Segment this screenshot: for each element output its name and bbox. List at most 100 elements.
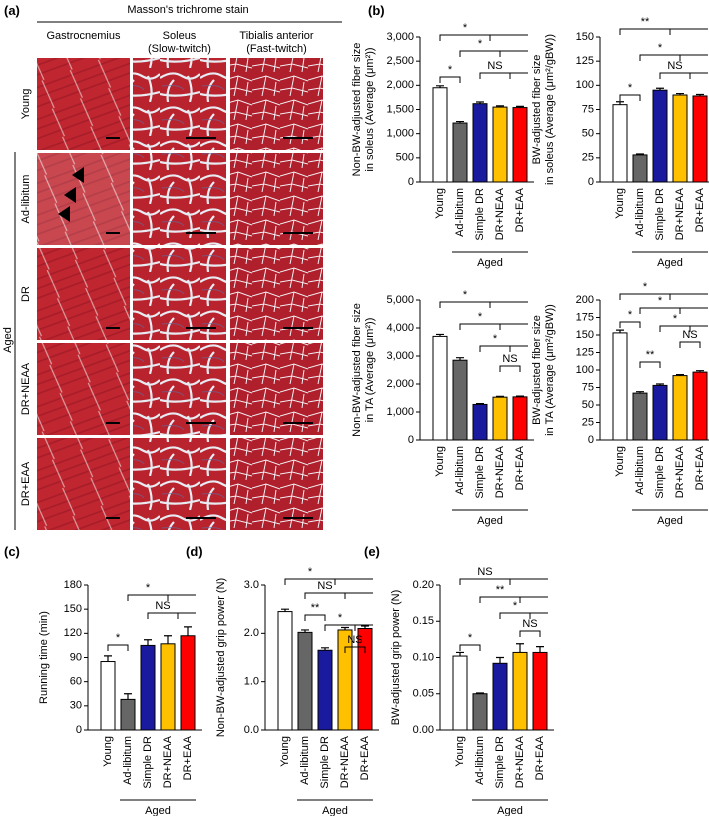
y-tick-label: 2.0 xyxy=(244,627,259,639)
y-axis-label: BW-adjusted fiber size xyxy=(531,55,543,165)
y-tick-label: 3,000 xyxy=(386,350,414,362)
error-bar xyxy=(476,692,484,694)
group-label: Aged xyxy=(657,515,683,527)
bar xyxy=(632,392,648,441)
bar xyxy=(180,635,196,731)
y-tick-label: 75 xyxy=(582,103,594,115)
y-axis-label: BW-adjusted grip power (N) xyxy=(390,590,402,726)
significance-bracket xyxy=(679,341,701,348)
x-tick-label: DR+NEAA xyxy=(494,187,506,240)
significance-label: * xyxy=(448,64,453,76)
bar xyxy=(512,396,528,441)
micrograph xyxy=(133,153,226,245)
significance-label: * xyxy=(338,612,343,624)
bar xyxy=(277,611,293,731)
bar-chart: BW-adjusted fiber size in soleus (Average… xyxy=(531,16,709,269)
y-tick-label: 2,000 xyxy=(386,378,414,390)
significance-label: * xyxy=(643,281,648,293)
bar xyxy=(512,107,528,183)
column-label: Gastrocnemius xyxy=(47,30,121,42)
x-tick-label: DR+EAA xyxy=(514,445,526,490)
bar xyxy=(692,95,708,183)
y-tick-label: 0.10 xyxy=(413,651,434,663)
y-tick-label: 3,000 xyxy=(386,31,414,43)
x-tick-label: DR+NEAA xyxy=(494,445,506,498)
significance-bracket xyxy=(459,323,528,330)
error-bar xyxy=(476,101,484,104)
y-tick-label: 175 xyxy=(576,311,594,323)
error-bar xyxy=(164,635,172,644)
x-tick-label: Ad-libitum xyxy=(299,736,311,785)
significance-label: * xyxy=(468,632,473,644)
significance-label: NS xyxy=(667,60,682,72)
arrowhead xyxy=(72,167,84,183)
arrowhead xyxy=(64,187,76,203)
y-tick-label: 2,500 xyxy=(386,55,414,67)
bar xyxy=(160,643,176,731)
x-tick-label: DR+NEAA xyxy=(674,187,686,240)
error-bar xyxy=(676,92,684,95)
significance-bracket xyxy=(479,596,548,603)
error-bar xyxy=(301,629,309,633)
y-axis-label: in soleus (Average (μm²/gBW)) xyxy=(544,34,556,185)
bar xyxy=(472,103,488,183)
error-bar xyxy=(496,395,504,398)
significance-label: * xyxy=(493,333,498,345)
row-label: DR xyxy=(20,286,32,302)
x-tick-label: DR+NEAA xyxy=(339,735,351,788)
bar xyxy=(512,651,528,731)
bar xyxy=(120,698,136,731)
error-bar xyxy=(496,656,504,664)
x-tick-label: DR+EAA xyxy=(534,735,546,780)
significance-label: NS xyxy=(487,60,502,72)
x-tick-label: Ad-libitum xyxy=(454,446,466,495)
x-tick-label: Ad-libitum xyxy=(634,446,646,495)
significance-bracket xyxy=(639,307,708,314)
y-axis-label: in TA (Average (μm²/gBW)) xyxy=(544,304,556,436)
y-tick-label: 100 xyxy=(576,79,594,91)
significance-label: * xyxy=(478,38,483,50)
y-tick-label: 3.0 xyxy=(244,579,259,591)
micrograph xyxy=(133,343,226,435)
x-tick-label: Simple DR xyxy=(142,736,154,789)
significance-bracket xyxy=(639,361,661,368)
micrograph xyxy=(37,248,130,340)
micrograph xyxy=(37,153,130,245)
significance-label: * xyxy=(463,289,468,301)
significance-label: * xyxy=(658,295,663,307)
y-tick-label: 125 xyxy=(576,55,594,67)
x-tick-label: Young xyxy=(434,188,446,219)
y-tick-label: 1.0 xyxy=(244,676,259,688)
y-tick-label: 150 xyxy=(576,329,594,341)
y-tick-label: 25 xyxy=(582,416,594,428)
y-tick-label: 150 xyxy=(64,603,82,615)
y-tick-label: 0.0 xyxy=(244,724,259,736)
significance-label: * xyxy=(673,313,678,325)
significance-bracket xyxy=(639,54,708,61)
significance-bracket xyxy=(439,76,461,83)
significance-label: * xyxy=(628,309,633,321)
y-tick-label: 0 xyxy=(588,176,594,188)
error-bar xyxy=(656,87,664,91)
significance-bracket xyxy=(499,612,548,619)
bar xyxy=(432,335,448,441)
x-tick-label: Simple DR xyxy=(654,446,666,499)
row-label: Ad-libitum xyxy=(20,175,32,224)
significance-bracket xyxy=(619,321,641,328)
significance-label: * xyxy=(628,82,633,94)
significance-label: ** xyxy=(641,16,650,28)
significance-bracket xyxy=(107,644,129,651)
bar-chart: (c) Running time (min) 0 30 60 90 120 150 180 You… xyxy=(4,544,202,816)
error-bar xyxy=(536,646,544,653)
significance-bracket xyxy=(344,646,366,653)
error-bar xyxy=(456,651,464,657)
significance-bracket xyxy=(459,50,528,57)
x-tick-label: DR+EAA xyxy=(514,187,526,232)
y-axis-label: Non-BW-adjusted fiber size xyxy=(351,303,363,437)
error-bar xyxy=(696,370,704,373)
bar xyxy=(317,649,333,731)
significance-label: ** xyxy=(311,602,320,614)
error-bar xyxy=(476,403,484,405)
bar-chart: BW-adjusted fiber size in TA (Average (μm… xyxy=(531,281,709,527)
significance-label: NS xyxy=(682,329,697,341)
